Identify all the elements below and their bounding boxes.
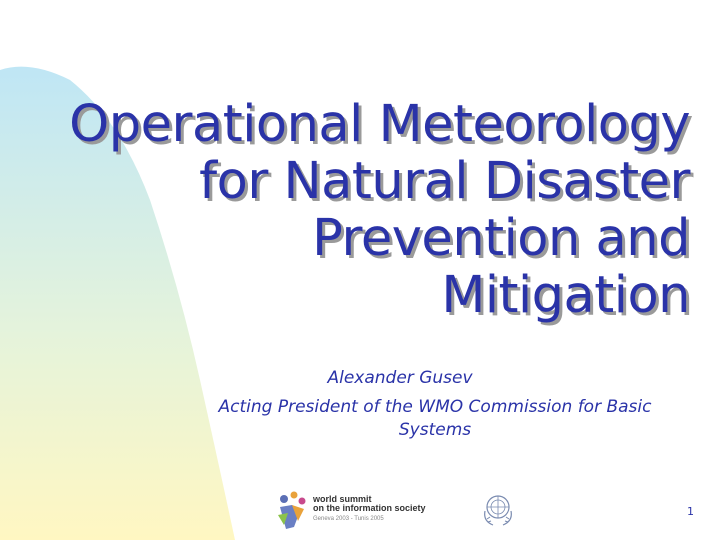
role-line-2: Systems — [398, 420, 472, 440]
role-line-1: Acting President of the WMO Commission f… — [218, 397, 652, 417]
title-line-3: Prevention and — [312, 209, 690, 268]
wmo-emblem-icon — [484, 495, 512, 526]
wsis-line-2: on the information society — [313, 503, 426, 513]
wsis-logo-text: world summit on the information society … — [313, 495, 426, 524]
slide-title: Operational Meteorology for Natural Disa… — [30, 96, 690, 324]
page-number: 1 — [687, 505, 694, 518]
author-role: Acting President of the WMO Commission f… — [200, 396, 670, 442]
wsis-line-1: world summit — [313, 494, 372, 504]
wsis-line-3: Geneva 2003 - Tunis 2005 — [313, 516, 384, 522]
wsis-logo-icon — [278, 491, 306, 529]
title-line-4: Mitigation — [441, 266, 690, 325]
title-line-1: Operational Meteorology — [69, 95, 690, 154]
author-name: Alexander Gusev — [327, 368, 473, 388]
title-line-2: for Natural Disaster — [199, 152, 690, 211]
